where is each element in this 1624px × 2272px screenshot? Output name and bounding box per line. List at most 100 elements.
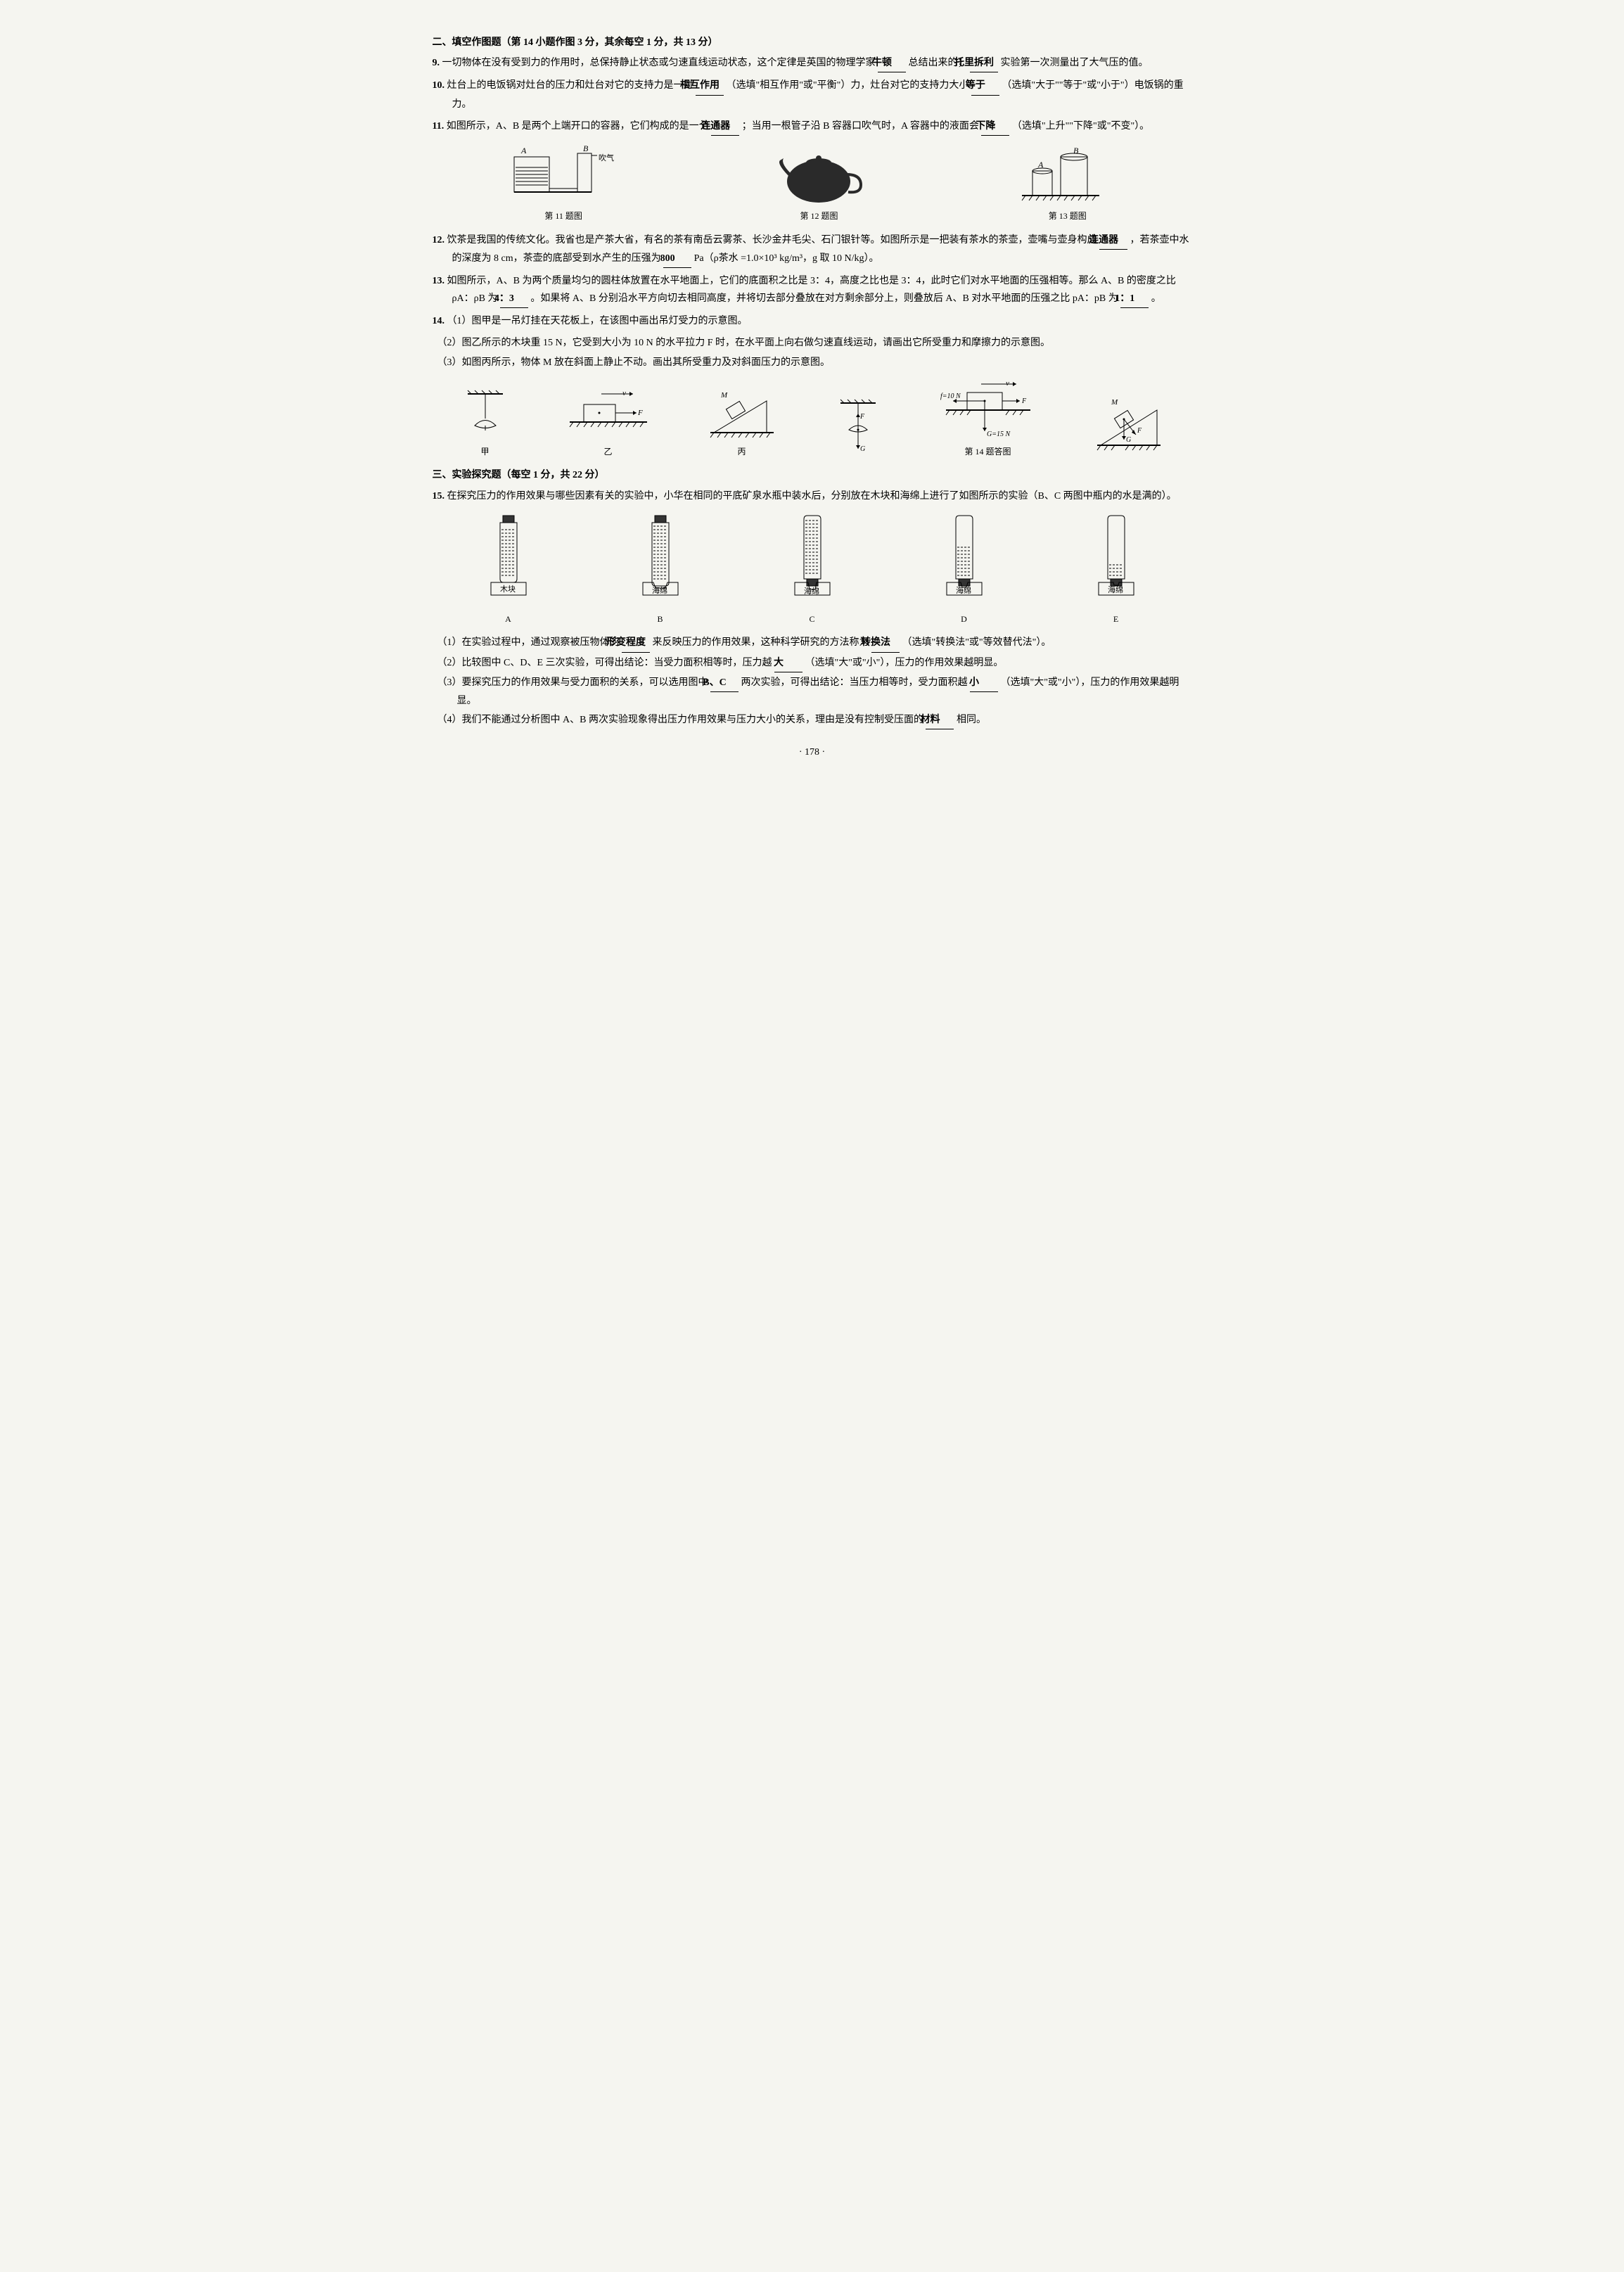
q9-blank-2: 托里拆利 — [970, 54, 998, 72]
fig12-caption: 第 12 题图 — [769, 209, 868, 224]
svg-text:f=10 N: f=10 N — [940, 393, 961, 400]
question-15: 15. 在探究压力的作用效果与哪些因素有关的实验中，小华在相同的平底矿泉水瓶中装… — [433, 487, 1192, 505]
q11-blank-1: 连通器 — [711, 117, 739, 136]
fig14-jia-label: 甲 — [461, 445, 510, 460]
figure-15-a: 木块 A — [480, 512, 537, 627]
q15-sub1-blank2: 转换法 — [871, 634, 900, 652]
q15-sub4-b: 相同。 — [957, 715, 986, 725]
q9-text-a: 一切物体在没有受到力的作用时，总保持静止状态或匀速直线运动状态，这个定律是英国的… — [442, 58, 876, 68]
figure-13: A B 第 13 题图 — [1018, 143, 1117, 224]
question-10: 10. 灶台上的电饭锅对灶台的压力和灶台对它的支持力是一对 相互作用 （选填"相… — [433, 77, 1192, 113]
q15-text-a: 在探究压力的作用效果与哪些因素有关的实验中，小华在相同的平底矿泉水瓶中装水后，分… — [447, 491, 1177, 502]
q12-text-a: 饮茶是我国的传统文化。我省也是产茶大省，有名的茶有南岳云雾茶、长沙金井毛尖、石门… — [447, 235, 1097, 245]
q13-text-b: 。如果将 A、B 分别沿水平方向切去相同高度，并将切去部分叠放在对方剩余部分上，… — [530, 293, 1118, 304]
q11-blank-2: 下降 — [981, 117, 1009, 136]
q10-blank-1: 相互作用 — [696, 77, 724, 95]
fig14-ans-jia-svg: F G — [833, 396, 883, 459]
fig15-a-label: A — [480, 612, 537, 627]
svg-text:F: F — [1137, 427, 1142, 435]
section-2-header: 二、填空作图题（第 14 小题作图 3 分，其余每空 1 分，共 13 分） — [433, 34, 1192, 51]
q9-blank-1: 牛顿 — [878, 54, 906, 72]
fig15-c-label: C — [784, 612, 840, 627]
q12-blank-1: 连通器 — [1099, 231, 1127, 250]
q9-num: 9. — [433, 58, 440, 68]
q15-sub3-b: 两次实验，可得出结论：当压力相等时，受力面积越 — [741, 677, 968, 688]
svg-text:G: G — [860, 445, 865, 453]
q13-blank-2: 1：1 — [1120, 290, 1149, 308]
q14-num: 14. — [433, 316, 445, 326]
svg-text:M: M — [720, 391, 728, 400]
q15-sub2-blank1: 大 — [774, 654, 803, 672]
q13-text-c: 。 — [1151, 293, 1161, 304]
fig14-ans-bing-svg: M G F — [1094, 396, 1164, 459]
fig14-bing-svg: M — [707, 387, 777, 443]
q14-sub1: （1）图甲是一吊灯挂在天花板上，在该图中画出吊灯受力的示意图。 — [447, 316, 748, 326]
fig14-bing-label: 丙 — [707, 445, 777, 460]
q15-sub1-b: 来反映压力的作用效果，这种科学研究的方法称为 — [653, 637, 869, 648]
q15-sub4-blank1: 材料 — [926, 711, 954, 729]
question-9: 9. 一切物体在没有受到力的作用时，总保持静止状态或匀速直线运动状态，这个定律是… — [433, 54, 1192, 72]
fig13-svg: A B — [1018, 143, 1117, 206]
q11-num: 11. — [433, 121, 445, 132]
fig14-ans-caption: 第 14 题答图 — [939, 445, 1037, 460]
q15-num: 15. — [433, 491, 445, 502]
svg-text:海绵: 海绵 — [652, 585, 667, 595]
fig15-b-label: B — [632, 612, 689, 627]
svg-text:M: M — [1111, 398, 1118, 407]
figure-14-ans-jia: F G — [833, 396, 883, 459]
figure-15-c: 海绵 C — [784, 512, 840, 627]
svg-text:F: F — [637, 409, 643, 417]
q10-text-b: （选填"相互作用"或"平衡"）力，灶台对它的支持力大小 — [727, 80, 969, 91]
page-number: · 178 · — [433, 743, 1192, 761]
svg-text:海绵: 海绵 — [1108, 585, 1123, 594]
q10-blank-2: 等于 — [971, 77, 999, 95]
q10-num: 10. — [433, 80, 445, 91]
fig15-c-svg: 海绵 — [784, 512, 840, 611]
fig15-e-svg: 海绵 — [1088, 512, 1144, 611]
section-3-header: 三、实验探究题（每空 1 分，共 22 分） — [433, 466, 1192, 484]
q14-sub3: （3）如图丙所示，物体 M 放在斜面上静止不动。画出其所受重力及对斜面压力的示意… — [433, 354, 1192, 371]
q15-sub4: （4）我们不能通过分析图中 A、B 两次实验现象得出压力作用效果与压力大小的关系… — [433, 711, 1192, 729]
fig13-caption: 第 13 题图 — [1018, 209, 1117, 224]
figure-12: 第 12 题图 — [769, 143, 868, 224]
q15-sub3-a: （3）要探究压力的作用效果与受力面积的关系，可以选用图中 — [437, 677, 708, 688]
svg-text:G: G — [1126, 436, 1131, 444]
svg-text:G=15 N: G=15 N — [987, 430, 1011, 438]
q13-num: 13. — [433, 276, 445, 286]
q10-text-a: 灶台上的电饭锅对灶台的压力和灶台对它的支持力是一对 — [447, 80, 693, 91]
q15-sub3-blank1: B、C — [710, 674, 739, 692]
fig11-caption: 第 11 题图 — [507, 209, 620, 224]
q15-sub3: （3）要探究压力的作用效果与受力面积的关系，可以选用图中 B、C 两次实验，可得… — [433, 674, 1192, 710]
svg-text:F: F — [1021, 397, 1027, 405]
q15-sub1-blank1: 形变程度 — [622, 634, 650, 652]
q15-sub1-c: （选填"转换法"或"等效替代法"）。 — [902, 637, 1051, 648]
q12-blank-2: 800 — [663, 250, 691, 268]
svg-text:v: v — [622, 389, 626, 397]
fig14-yi-svg: v F — [566, 387, 651, 443]
q15-sub2-a: （2）比较图中 C、D、E 三次实验，可得出结论：当受力面积相等时，压力越 — [437, 658, 772, 668]
figure-14-jia: 甲 — [461, 387, 510, 460]
fig14-yi-label: 乙 — [566, 445, 651, 460]
figure-11: A B 吹气 第 11 题图 — [507, 143, 620, 224]
q11-text-c: （选填"上升""下降"或"不变"）。 — [1012, 121, 1149, 132]
fig11-svg: A B 吹气 — [507, 143, 620, 206]
question-11: 11. 如图所示，A、B 是两个上端开口的容器，它们构成的是一个 连通器 ；当用… — [433, 117, 1192, 136]
question-12: 12. 饮茶是我国的传统文化。我省也是产茶大省，有名的茶有南岳云雾茶、长沙金井毛… — [433, 231, 1192, 268]
q15-sub1: （1）在实验过程中，通过观察被压物体的 形变程度 来反映压力的作用效果，这种科学… — [433, 634, 1192, 652]
figure-14-bing: M 丙 — [707, 387, 777, 460]
q15-sub2-b: （选填"大"或"小"），压力的作用效果越明显。 — [805, 658, 1004, 668]
q11-text-a: 如图所示，A、B 是两个上端开口的容器，它们构成的是一个 — [447, 121, 709, 132]
q14-sub2: （2）图乙所示的木块重 15 N，它受到大小为 10 N 的水平拉力 F 时，在… — [433, 334, 1192, 352]
fig14-ans-yi-svg: v f=10 N F G=15 N — [939, 378, 1037, 442]
figure-15-b: 海绵 B — [632, 512, 689, 627]
fig14-jia-svg — [461, 387, 510, 443]
q11-text-b: ；当用一根管子沿 B 容器口吹气时，A 容器中的液面会 — [742, 121, 979, 132]
q15-sub2: （2）比较图中 C、D、E 三次实验，可得出结论：当受力面积相等时，压力越 大 … — [433, 654, 1192, 672]
question-14: 14. （1）图甲是一吊灯挂在天花板上，在该图中画出吊灯受力的示意图。 — [433, 312, 1192, 330]
fig15-a-svg: 木块 — [480, 512, 537, 611]
svg-text:B: B — [583, 143, 589, 153]
fig12-svg — [769, 143, 868, 206]
q9-text-c: 实验第一次测量出了大气压的值。 — [1001, 58, 1149, 68]
q12-text-c: Pa（ρ茶水 =1.0×10³ kg/m³，g 取 10 N/kg）。 — [694, 253, 879, 264]
svg-text:F: F — [859, 413, 865, 421]
